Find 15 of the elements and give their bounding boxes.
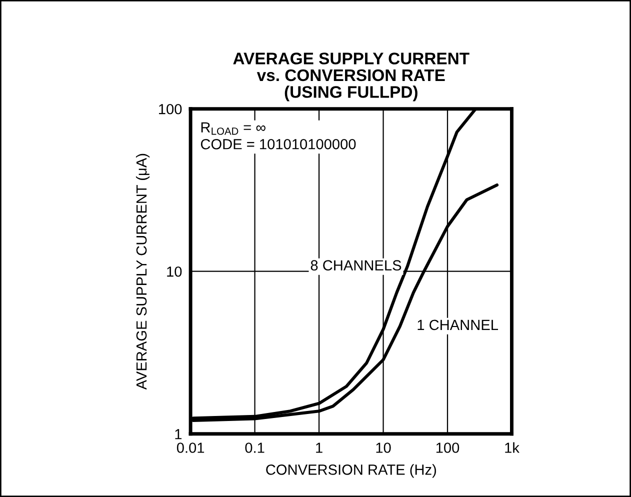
x-tick-label: 1k xyxy=(505,442,520,453)
y-tick-label: 10 xyxy=(167,266,182,277)
y-axis-title: AVERAGE SUPPLY CURRENT (μA) xyxy=(136,154,150,390)
annotation: R$_{LOAD}$ = ∞ CODE = 101010100000 xyxy=(200,122,356,150)
x-tick-label: 1 xyxy=(316,442,322,453)
series-label: 1 CHANNEL xyxy=(418,320,498,330)
x-tick-label: 100 xyxy=(436,442,460,453)
y-tick-label: 100 xyxy=(159,104,182,114)
x-axis-title: CONVERSION RATE (Hz) xyxy=(266,464,436,478)
y-tick-label: 1 xyxy=(175,429,182,440)
chart-title: AVERAGE SUPPLY CURRENT vs. CONVERSION RATE (USING FULLPD) xyxy=(233,52,470,102)
x-tick-label: 0.01 xyxy=(176,442,204,453)
x-tick-label: 10 xyxy=(376,442,391,453)
x-tick-label: 0.1 xyxy=(245,442,264,453)
series-label: 8 CHANNELS xyxy=(310,260,402,270)
